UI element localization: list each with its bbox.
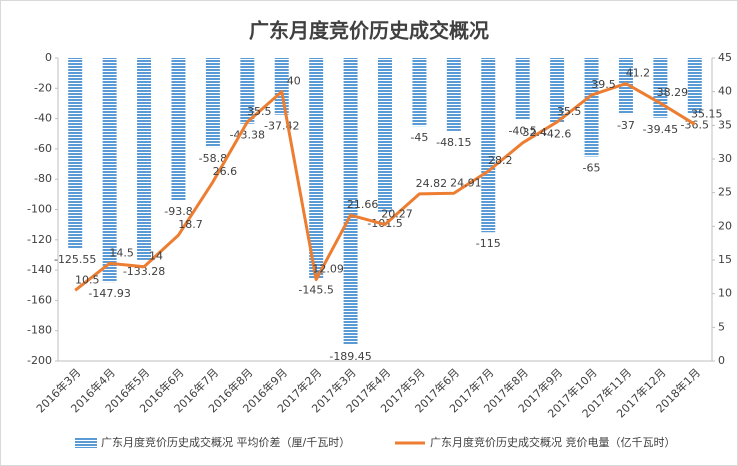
y2-tick-label: 10	[718, 287, 732, 300]
bar-value-label: -40.5	[508, 124, 536, 137]
line-value-label: 14.5	[109, 246, 134, 259]
bar	[102, 58, 117, 283]
line-value-label: 28.2	[488, 154, 513, 167]
y2-tick-label: 25	[718, 186, 732, 199]
y2-tick-label: 45	[718, 51, 732, 64]
y-tick-label: -160	[27, 293, 52, 306]
y2-tick-label: 5	[718, 320, 725, 333]
y-tick-label: -200	[27, 354, 52, 367]
bar	[584, 58, 599, 157]
line-value-label: 41.2	[626, 67, 651, 80]
bar-value-label: -145.5	[298, 283, 333, 296]
y2-tick-label: 35	[718, 118, 732, 131]
bar	[412, 58, 427, 127]
legend-swatch	[75, 438, 97, 448]
y-tick-label: -60	[34, 142, 52, 155]
bar	[171, 58, 186, 201]
bar	[550, 58, 565, 123]
line-value-label: 20.27	[381, 208, 413, 221]
bar-value-label: -39.45	[643, 123, 678, 136]
bar-value-label: -37	[617, 119, 635, 132]
bar	[68, 58, 83, 249]
bar-value-label: -45	[410, 131, 428, 144]
line-value-label: 10.5	[75, 273, 100, 286]
bar	[446, 58, 461, 131]
bar-value-label: -65	[583, 161, 601, 174]
y2-tick-label: 15	[718, 253, 732, 266]
bar	[378, 58, 392, 212]
line	[74, 82, 696, 292]
line-value-label: 35.5	[247, 105, 272, 118]
y2-tick-label: 30	[718, 152, 732, 165]
bar	[481, 58, 496, 233]
bar	[687, 58, 702, 114]
y2-tick-label: 40	[718, 85, 732, 98]
line-value-label: 24.91	[450, 176, 482, 189]
bar-value-label: -115	[476, 237, 501, 250]
bar-value-label: -133.28	[123, 265, 165, 278]
y-tick-label: -80	[34, 172, 52, 185]
bar	[205, 58, 220, 148]
bar	[240, 58, 255, 124]
line-value-label: 24.82	[416, 177, 448, 190]
line-value-label: 26.6	[213, 165, 238, 178]
line-value-label: 35.5	[557, 105, 582, 118]
y-tick-label: -20	[34, 81, 52, 94]
y-tick-label: -40	[34, 112, 52, 125]
bar-value-label: -189.45	[329, 350, 371, 363]
y-tick-label: -100	[27, 203, 52, 216]
y-tick-label: 0	[45, 51, 52, 64]
line-value-label: 35.15	[691, 107, 723, 120]
bar-value-label: -147.93	[88, 287, 130, 300]
line-value-label: 38.29	[657, 86, 689, 99]
y-tick-label: -120	[27, 233, 52, 246]
line-value-label: 14	[149, 250, 163, 263]
legend-label: 广东月度竞价历史成交概况 平均价差（厘/千瓦时）	[101, 435, 350, 449]
line-value-label: 21.66	[347, 198, 379, 211]
y-tick-label: -140	[27, 263, 52, 276]
bar-value-label: -48.15	[436, 136, 471, 149]
bar-value-label: -43.38	[230, 129, 265, 142]
y2-tick-label: 20	[718, 219, 732, 232]
bar	[343, 58, 358, 346]
bar-value-label: -93.8	[164, 205, 192, 218]
bar-value-label: -58.8	[199, 152, 227, 165]
bar	[515, 58, 530, 120]
bar	[618, 58, 633, 115]
bar	[137, 58, 152, 260]
line-value-label: 40	[287, 75, 301, 88]
bar	[309, 58, 324, 279]
line-value-label: 39.5	[591, 78, 616, 91]
chart-title: 广东月度竞价历史成交概况	[249, 19, 489, 43]
bar-value-label: -37.42	[264, 120, 299, 133]
line-value-label: 18.7	[178, 218, 203, 231]
bar-value-label: -125.55	[54, 253, 96, 266]
legend-label: 广东月度竞价历史成交概况 竞价电量（亿千瓦时）	[430, 435, 676, 449]
line-value-label: 32.4	[522, 126, 547, 139]
line-value-label: 12.09	[312, 263, 344, 276]
y-tick-label: -180	[27, 324, 52, 337]
bar	[274, 58, 289, 115]
bar-value-label: -42.6	[543, 128, 571, 141]
y2-tick-label: 0	[718, 354, 725, 367]
